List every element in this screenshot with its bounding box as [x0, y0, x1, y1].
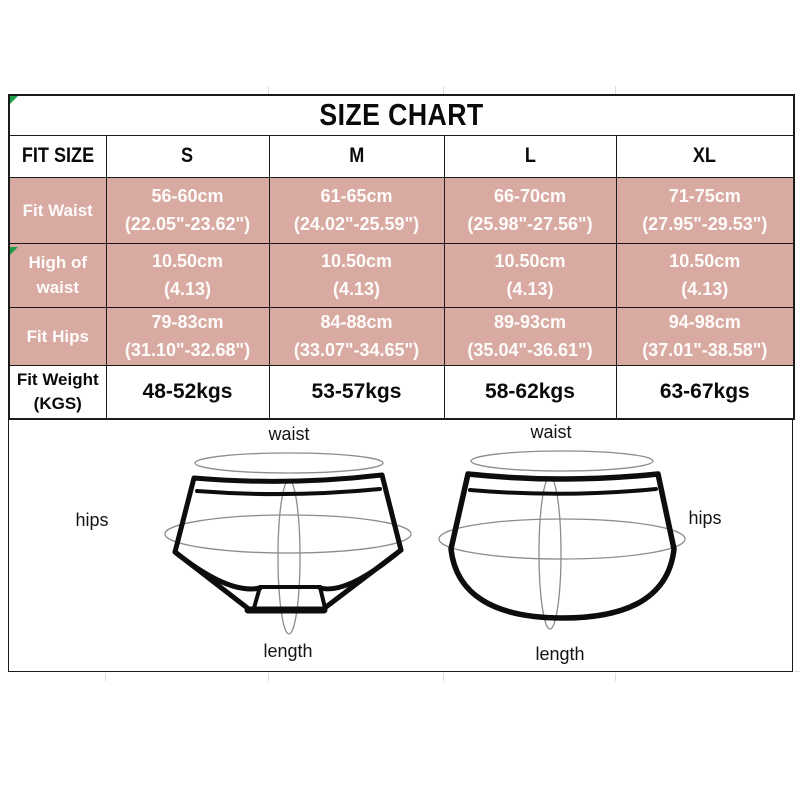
cell-high-waist-xl: 10.50cm (4.13) [615, 242, 795, 308]
front-waist-label: waist [268, 424, 310, 444]
title-row: SIZE CHART [8, 94, 795, 136]
cell-fit-weight-l: 58-62kgs [443, 364, 617, 420]
page-title-cell: SIZE CHART [8, 94, 795, 136]
front-length-label: length [263, 641, 313, 661]
cell-fit-waist-m: 61-65cm (24.02"-25.59") [268, 176, 445, 244]
header-size-l: L [443, 134, 617, 178]
header-size-s: S [105, 134, 270, 178]
cell-fit-waist-xl: 71-75cm (27.95"-29.53") [615, 176, 795, 244]
cell-fit-weight-xl: 63-67kgs [615, 364, 795, 420]
cell-fit-weight-s: 48-52kgs [105, 364, 270, 420]
front-hips-label: hips [75, 510, 109, 530]
back-waist-label: waist [530, 422, 572, 442]
row-fit-weight: Fit Weight (KGS) 48-52kgs 53-57kgs 58-62… [8, 364, 795, 420]
gridline-stub [268, 86, 269, 94]
cell-fit-waist-l: 66-70cm (25.98"-27.56") [443, 176, 617, 244]
cell-fit-weight-m: 53-57kgs [268, 364, 445, 420]
green-corner-marker-row [10, 247, 18, 255]
cell-high-waist-m: 10.50cm (4.13) [268, 242, 445, 308]
front-waist-ellipse [194, 452, 384, 474]
back-length-ellipse [538, 476, 562, 630]
row-high-of-waist: High of waist 10.50cm (4.13) 10.50cm (4.… [8, 242, 795, 308]
cell-fit-hips-xl: 94-98cm (37.01"-38.58") [615, 306, 795, 366]
header-size-xl: XL [615, 134, 795, 178]
back-brief-outline [448, 471, 677, 621]
measurement-diagram-panel: waist hips length waist hips length [8, 419, 793, 672]
row-fit-hips: Fit Hips 79-83cm (31.10"-32.68") 84-88cm… [8, 306, 795, 366]
back-length-label: length [535, 644, 585, 664]
cell-fit-waist-s: 56-60cm (22.05"-23.62") [105, 176, 270, 244]
front-left-leg-curve [172, 549, 263, 592]
cell-fit-hips-s: 79-83cm (31.10"-32.68") [105, 306, 270, 366]
header-fit-size: FIT SIZE [8, 134, 107, 178]
briefs-diagram-svg [164, 450, 686, 635]
cell-high-waist-l: 10.50cm (4.13) [443, 242, 617, 308]
front-waistband-line [195, 487, 382, 497]
size-table: SIZE CHART FIT SIZE S M L XL [8, 94, 796, 420]
front-right-leg-curve [317, 547, 404, 592]
row-label-fit-hips: Fit Hips [8, 306, 107, 366]
green-corner-marker-top [10, 96, 18, 104]
front-gusset-sides [252, 585, 327, 610]
front-measure-ellipses [164, 452, 412, 635]
row-label-high-of-waist: High of waist [8, 242, 107, 308]
page-title: SIZE CHART [319, 97, 484, 133]
front-hips-ellipse [164, 514, 412, 554]
size-chart-sheet: SIZE CHART FIT SIZE S M L XL [8, 94, 796, 420]
header-size-m: M [268, 134, 445, 178]
cell-high-waist-s: 10.50cm (4.13) [105, 242, 270, 308]
back-hips-label: hips [688, 508, 722, 528]
row-label-fit-weight: Fit Weight (KGS) [8, 364, 107, 420]
front-brief-body [172, 472, 404, 613]
cell-fit-hips-m: 84-88cm (33.07"-34.65") [268, 306, 445, 366]
gridline-stub [615, 673, 616, 681]
cell-fit-hips-l: 89-93cm (35.04"-36.61") [443, 306, 617, 366]
front-brief-outline [172, 472, 404, 614]
gridline-stub [794, 671, 800, 672]
gridline-stub [443, 673, 444, 681]
row-label-fit-waist: Fit Waist [8, 176, 107, 244]
gridline-stub [615, 86, 616, 94]
back-waist-ellipse [470, 450, 654, 472]
back-hips-ellipse [438, 518, 686, 560]
back-waistband-line [468, 487, 658, 496]
header-row: FIT SIZE S M L XL [8, 134, 795, 178]
row-fit-waist: Fit Waist 56-60cm (22.05"-23.62") 61-65c… [8, 176, 795, 244]
gridline-stub [443, 86, 444, 94]
gridline-stub [105, 673, 106, 681]
back-brief-body [448, 471, 677, 621]
gridline-stub [268, 673, 269, 681]
